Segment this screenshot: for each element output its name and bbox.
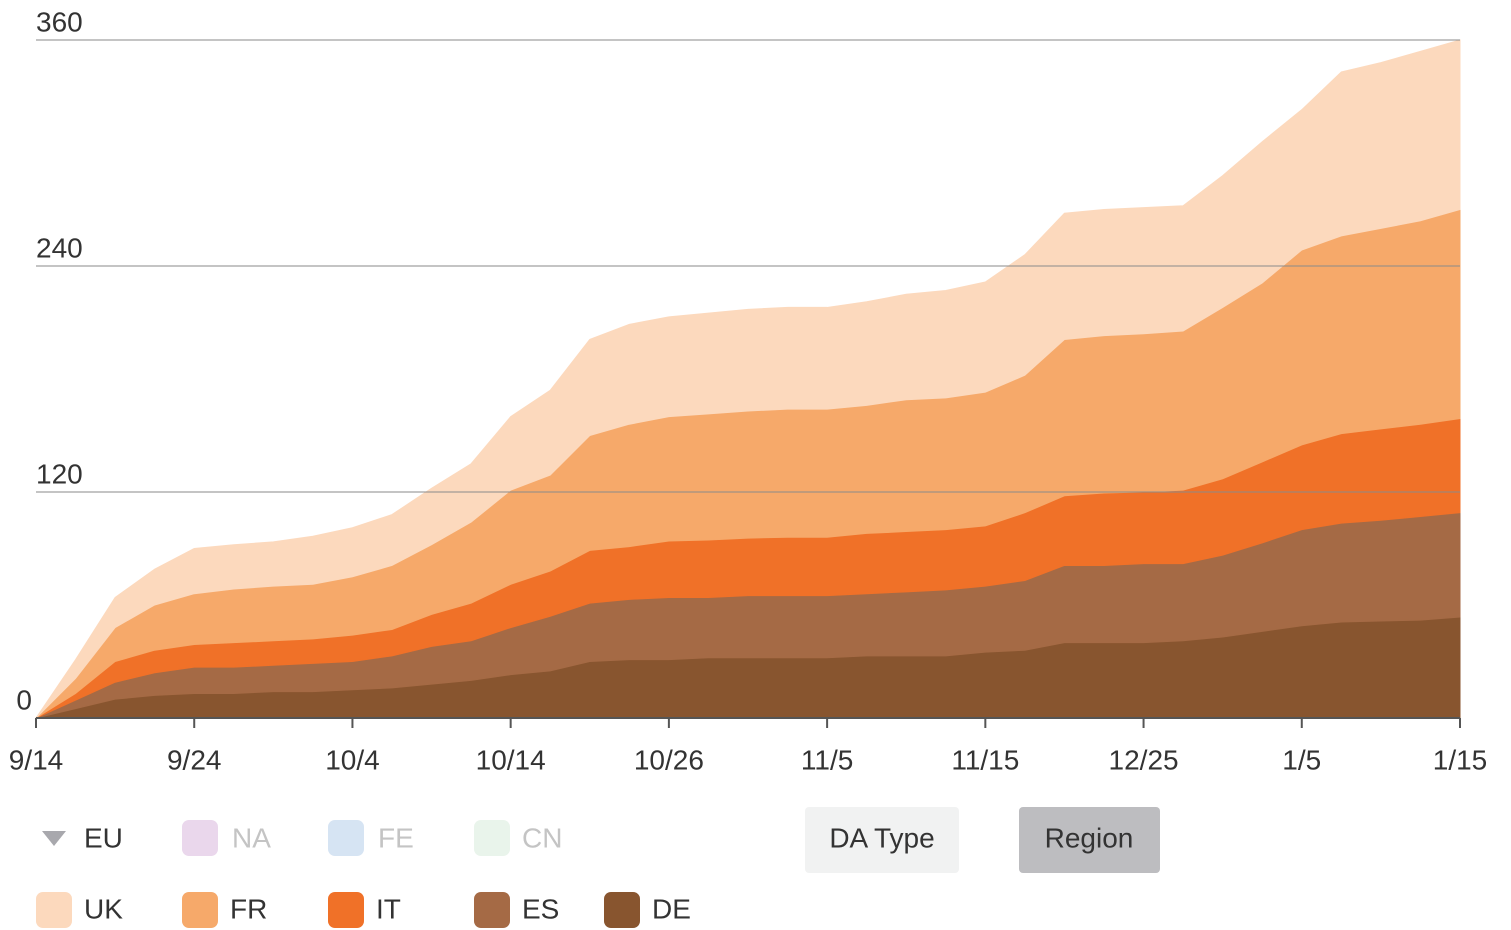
legend-swatch[interactable] bbox=[182, 892, 218, 928]
buttons: DA Type Region bbox=[805, 807, 1160, 873]
legend: UK FR IT ES DE bbox=[36, 892, 691, 928]
x-tick-label: 11/15 bbox=[951, 744, 1019, 775]
group-label[interactable]: FE bbox=[378, 822, 414, 853]
y-tick-label: 360 bbox=[36, 6, 83, 37]
area bbox=[35, 39, 1461, 719]
legend-swatch[interactable] bbox=[36, 892, 72, 928]
button-label[interactable]: Region bbox=[1045, 822, 1134, 853]
legend-label[interactable]: UK bbox=[84, 893, 123, 924]
button[interactable] bbox=[805, 807, 959, 873]
group-swatch[interactable] bbox=[474, 820, 510, 856]
y-tick-label: 120 bbox=[36, 458, 83, 489]
x-tick-label: 11/5 bbox=[801, 744, 853, 775]
legend-label[interactable]: DE bbox=[652, 893, 691, 924]
legend-label[interactable]: IT bbox=[376, 893, 401, 924]
button[interactable] bbox=[1019, 807, 1160, 873]
x-tick-label: 1/5 bbox=[1282, 744, 1321, 775]
plot-area bbox=[35, 39, 1461, 719]
x-tick-label: 9/24 bbox=[167, 744, 222, 775]
legend-swatch[interactable] bbox=[474, 892, 510, 928]
legend-label[interactable]: ES bbox=[522, 893, 559, 924]
x-tick-label: 10/4 bbox=[325, 744, 380, 775]
x-tick-label: 1/15 bbox=[1433, 744, 1488, 775]
x-tick-label: 9/14 bbox=[9, 744, 64, 775]
x-axis: 9/14 9/24 10/4 10/14 10/26 11/5 11/15 12/25 1/5 1… bbox=[9, 717, 1488, 775]
grid: 0 120 240 360 bbox=[16, 6, 1460, 715]
legend-swatch[interactable] bbox=[604, 892, 640, 928]
button-label[interactable]: DA Type bbox=[829, 822, 934, 853]
y-tick-label: 0 bbox=[16, 684, 32, 715]
x-tick-label: 10/14 bbox=[476, 744, 546, 775]
group-label[interactable]: NA bbox=[232, 822, 271, 853]
group-label[interactable]: EU bbox=[84, 822, 123, 853]
group-label[interactable]: CN bbox=[522, 822, 562, 853]
y-tick-label: 240 bbox=[36, 232, 83, 263]
x-tick-label: 10/26 bbox=[634, 744, 704, 775]
x-tick-label: 12/25 bbox=[1109, 744, 1179, 775]
group-swatch[interactable] bbox=[328, 820, 364, 856]
legend-swatch[interactable] bbox=[328, 892, 364, 928]
legend-label[interactable]: FR bbox=[230, 893, 267, 924]
region-groups: EU NA FE CN bbox=[42, 820, 562, 856]
group-swatch[interactable] bbox=[182, 820, 218, 856]
dropdown-arrow[interactable] bbox=[42, 831, 66, 846]
